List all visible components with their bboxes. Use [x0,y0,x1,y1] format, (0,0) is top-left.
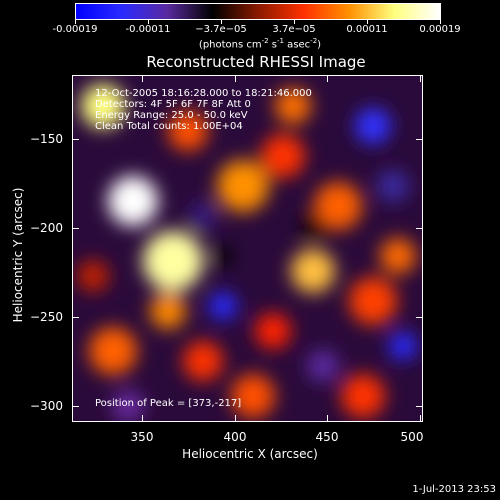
heatmap-blob [108,176,158,226]
y-tick [416,228,423,229]
heatmap-blob [217,160,269,212]
heatmap-blob [213,246,233,266]
heatmap-blob [209,292,237,320]
info-detectors: Detectors: 4F 5F 6F 7F 8F Att 0 [95,99,251,110]
heatmap-blob [89,327,137,375]
heatmap-blob [341,374,385,418]
colorbar-tick [294,20,295,24]
heatmap-blob [143,231,203,291]
heatmap-blob [377,170,409,202]
colorbar-tick-label: 3.7e−05 [272,24,316,35]
info-energy-range: Energy Range: 25.0 - 50.0 keV [95,110,248,121]
colorbar-units: (photons cm-2 s-1 asec-2) [198,37,322,51]
colorbar-tick-label: -0.00011 [125,24,171,35]
x-tick-label: 450 [315,430,339,444]
heatmap-image [73,76,422,421]
heatmap-blob [389,332,417,360]
colorbar-tick [440,20,441,24]
heatmap-blob [183,341,223,381]
y-tick-label: −300 [30,399,63,413]
x-tick [142,415,143,422]
x-tick-label: 500 [400,430,424,444]
colorbar-tick-label: 0.00019 [419,24,461,35]
heatmap-blob [189,202,217,230]
x-tick [327,75,328,82]
x-tick [327,415,328,422]
heatmap-blob [349,277,397,325]
heatmap-blob [355,108,391,144]
heatmap-blob [81,84,125,128]
y-tick [416,139,423,140]
x-tick [420,415,421,422]
x-tick-label: 400 [223,430,247,444]
colorbar-tick-label: −3.7e−05 [195,24,247,35]
colorbar-tick-label: -0.00019 [52,24,98,35]
image-title: Reconstructed RHESSI Image [146,53,366,71]
peak-position: Position of Peak = [373,-217] [95,398,242,409]
heatmap-blob [307,350,339,382]
heatmap-blob [301,214,325,238]
image-panel [72,75,423,422]
x-tick [142,75,143,82]
heatmap-blob [255,313,291,349]
heatmap-blob [261,134,305,178]
y-tick [416,317,423,318]
y-tick-label: −250 [30,310,63,324]
heatmap-blob [112,390,144,421]
colorbar-tick [367,20,368,24]
colorbar-tick [75,20,76,24]
heatmap-blob [231,374,275,418]
y-tick-label: −150 [30,132,63,146]
timestamp: 1-Jul-2013 23:53 [412,484,496,495]
y-tick [416,406,423,407]
heatmap-blob [291,249,335,293]
heatmap-blob [275,88,311,124]
info-time-range: 12-Oct-2005 18:16:28.000 to 18:21:46.000 [95,88,312,99]
heatmap-blob [380,238,416,274]
colorbar-tick [221,20,222,24]
info-counts: Clean Total counts: 1.00E+04 [95,121,243,132]
y-axis-title: Heliocentric Y (arcsec) [11,187,25,323]
heatmap-blob [168,111,208,151]
y-tick-label: −200 [30,221,63,235]
y-tick [72,139,79,140]
x-tick-label: 350 [130,430,154,444]
x-tick [235,75,236,82]
heatmap-blob [314,182,362,230]
colorbar [75,3,441,20]
y-tick [72,228,79,229]
colorbar-tick [148,20,149,24]
x-tick [420,75,421,82]
y-tick [72,317,79,318]
colorbar-tick-label: 0.00011 [346,24,388,35]
heatmap-blob [77,260,109,292]
x-axis-title: Heliocentric X (arcsec) [182,447,318,461]
heatmap-blob [150,293,186,329]
y-tick [72,406,79,407]
x-tick [235,415,236,422]
